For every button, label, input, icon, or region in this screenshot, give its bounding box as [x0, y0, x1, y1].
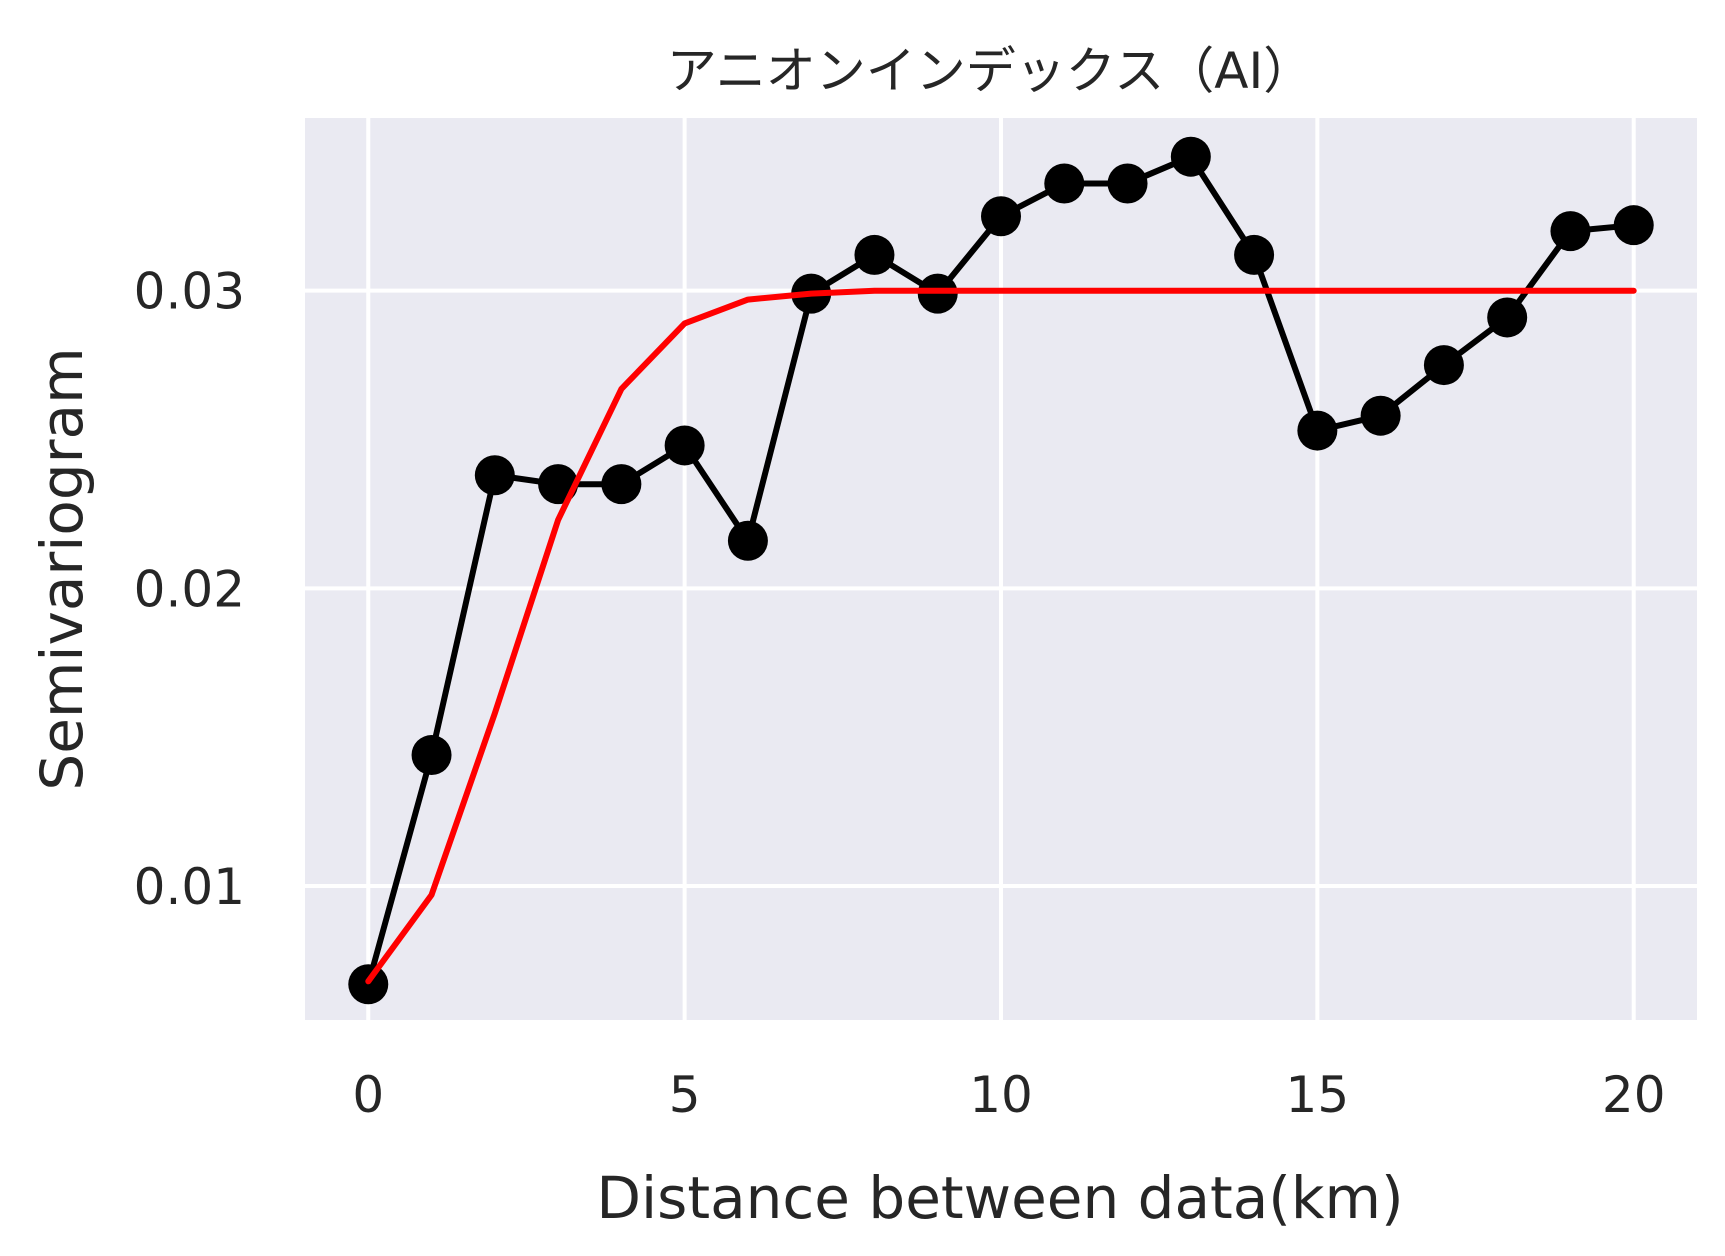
empirical-data-point	[727, 520, 768, 561]
empirical-data-point	[664, 425, 705, 466]
empirical-data-point	[1170, 136, 1211, 177]
empirical-data-point	[1360, 395, 1401, 436]
x-tick-label: 20	[1602, 1066, 1666, 1124]
empirical-data-point	[1487, 297, 1528, 338]
y-tick-label: 0.02	[134, 560, 245, 618]
x-axis-label: Distance between data(km)	[596, 1164, 1403, 1232]
x-tick-label: 15	[1286, 1066, 1350, 1124]
x-tick-label: 0	[352, 1066, 384, 1124]
x-tick-label: 10	[969, 1066, 1033, 1124]
empirical-data-point	[981, 196, 1021, 237]
empirical-data-point	[854, 234, 895, 275]
y-tick-label: 0.01	[134, 858, 245, 916]
y-axis-label: Semivariogram	[28, 347, 96, 790]
empirical-data-point	[601, 464, 642, 505]
empirical-data-point	[1044, 163, 1085, 204]
empirical-data-point	[411, 735, 452, 776]
chart-title: アニオンインデックス（AI）	[667, 42, 1313, 100]
y-tick-labels: 0.01 0.02 0.03	[134, 263, 245, 916]
x-tick-label: 5	[669, 1066, 701, 1124]
series-layer	[348, 136, 1654, 1005]
grid-lines	[305, 118, 1697, 1020]
empirical-data-point	[1550, 211, 1591, 252]
y-tick-label: 0.03	[134, 263, 245, 321]
empirical-data-point	[1297, 410, 1338, 451]
x-tick-labels: 0 5 10 15 20	[352, 1066, 1665, 1124]
empirical-data-point	[1234, 234, 1275, 275]
empirical-data-point	[1613, 205, 1654, 246]
empirical-data-point	[1423, 345, 1464, 386]
empirical-data-point	[1107, 163, 1148, 204]
empirical-data-point	[474, 455, 515, 496]
model-series-line	[365, 287, 1637, 985]
